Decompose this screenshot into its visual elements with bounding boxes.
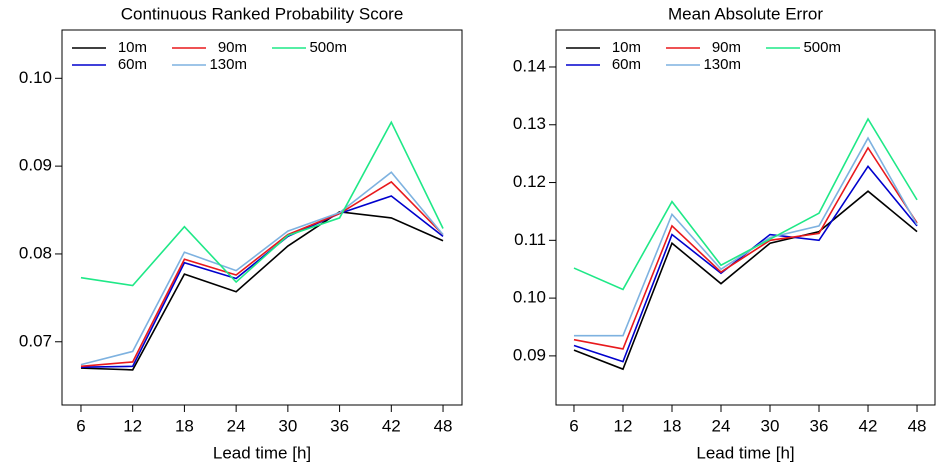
- series-line: [573, 136, 918, 337]
- x-tick-label: 36: [810, 416, 829, 435]
- series-line: [80, 120, 444, 287]
- chart-title: Continuous Ranked Probability Score: [121, 4, 404, 23]
- series-line: [80, 195, 444, 369]
- series-line: [573, 146, 918, 350]
- x-tick-label: 12: [123, 416, 142, 435]
- legend-label: 60m: [612, 56, 641, 73]
- y-tick-label: 0.13: [513, 114, 546, 133]
- legend-label: 500m: [803, 39, 841, 56]
- y-tick-label: 0.14: [513, 56, 546, 75]
- y-tick-label: 0.10: [513, 288, 546, 307]
- x-tick-label: 42: [382, 416, 401, 435]
- x-axis-label: Lead time [h]: [213, 443, 311, 462]
- x-tick-label: 18: [175, 416, 194, 435]
- legend-label: 90m: [712, 39, 741, 56]
- series-line: [80, 171, 444, 366]
- y-tick-label: 0.09: [19, 156, 52, 175]
- y-tick-label: 0.12: [513, 172, 546, 191]
- x-tick-label: 6: [76, 416, 85, 435]
- x-tick-label: 48: [908, 416, 927, 435]
- legend-label: 130m: [703, 56, 741, 73]
- series-line: [573, 190, 918, 371]
- legend-label: 500m: [309, 39, 347, 56]
- plot-frame: [61, 29, 463, 406]
- x-tick-label: 48: [434, 416, 453, 435]
- x-tick-label: 6: [569, 416, 578, 435]
- legend-label: 90m: [218, 39, 247, 56]
- y-tick-label: 0.10: [19, 68, 52, 87]
- x-tick-label: 18: [663, 416, 682, 435]
- series-line: [80, 210, 444, 371]
- x-tick-label: 12: [614, 416, 633, 435]
- legend-label: 130m: [209, 56, 247, 73]
- y-tick-label: 0.09: [513, 345, 546, 364]
- legend-label: 10m: [118, 39, 147, 56]
- series-line: [573, 117, 918, 291]
- chart-title: Mean Absolute Error: [668, 4, 823, 23]
- y-tick-label: 0.11: [514, 230, 546, 249]
- legend-label: 60m: [118, 56, 147, 73]
- x-axis-label: Lead time [h]: [696, 443, 794, 462]
- x-tick-label: 42: [859, 416, 878, 435]
- x-tick-label: 36: [330, 416, 349, 435]
- y-tick-label: 0.07: [19, 331, 52, 350]
- plot-frame: [555, 29, 936, 406]
- legend-label: 10m: [612, 39, 641, 56]
- x-tick-label: 30: [761, 416, 780, 435]
- x-tick-label: 24: [712, 416, 731, 435]
- x-tick-label: 30: [278, 416, 297, 435]
- series-line: [80, 180, 444, 368]
- y-tick-label: 0.08: [19, 243, 52, 262]
- x-tick-label: 24: [227, 416, 246, 435]
